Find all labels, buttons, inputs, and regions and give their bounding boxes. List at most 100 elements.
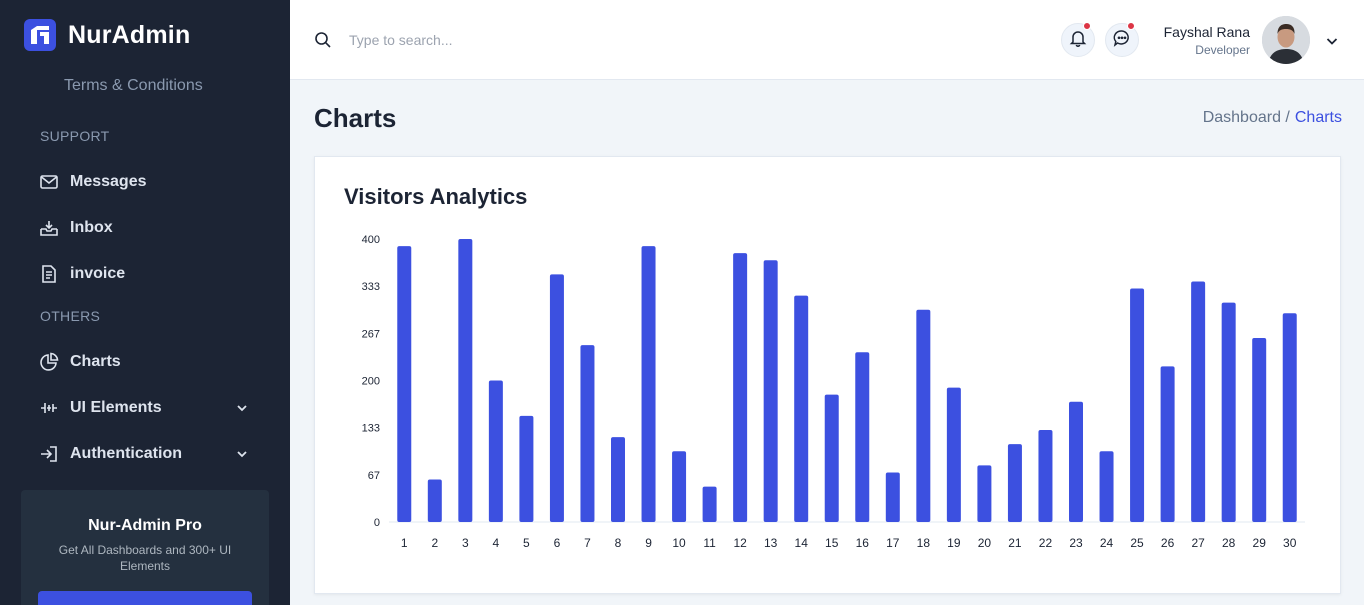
x-tick-label: 18: [917, 536, 931, 550]
y-tick-label: 400: [362, 234, 380, 246]
x-tick-label: 21: [1008, 536, 1022, 550]
chart-bar[interactable]: [1252, 338, 1267, 522]
breadcrumb-current: Charts: [1294, 109, 1342, 126]
x-tick-label: 2: [431, 536, 438, 550]
x-tick-label: 14: [795, 536, 809, 550]
sidebar-item-label: Messages: [70, 173, 147, 190]
chart-bar[interactable]: [397, 246, 412, 522]
chart-bar[interactable]: [855, 352, 870, 522]
x-tick-label: 4: [493, 536, 500, 550]
promo-description: Get All Dashboards and 300+ UI Elements: [58, 543, 232, 573]
notification-dot: [1083, 22, 1091, 30]
x-tick-label: 17: [886, 536, 900, 550]
sidebar-item-messages[interactable]: Messages: [38, 167, 252, 197]
x-tick-label: 29: [1253, 536, 1267, 550]
bell-icon: [1069, 29, 1087, 52]
x-tick-label: 20: [978, 536, 992, 550]
y-tick-label: 133: [362, 423, 380, 435]
chevron-down-icon[interactable]: [236, 401, 248, 419]
brand[interactable]: NurAdmin: [24, 19, 190, 51]
sidebar: NurAdmin Terms & Conditions SUPPORT Mess…: [0, 0, 290, 605]
user-name[interactable]: Fayshal Rana: [1163, 24, 1250, 40]
chart-bar[interactable]: [611, 437, 625, 522]
x-tick-label: 28: [1222, 536, 1236, 550]
sidebar-item-ui-elements[interactable]: UI Elements: [38, 393, 252, 423]
sidebar-link-terms[interactable]: Terms & Conditions: [64, 77, 203, 94]
chart-bar[interactable]: [1099, 451, 1114, 522]
y-tick-label: 200: [362, 376, 380, 388]
chart-bar[interactable]: [519, 415, 534, 522]
x-tick-label: 10: [672, 536, 686, 550]
chart-bar[interactable]: [733, 253, 748, 522]
x-tick-label: 24: [1100, 536, 1114, 550]
section-title-others: OTHERS: [40, 308, 101, 324]
sidebar-item-label: UI Elements: [70, 399, 162, 416]
chart-bar[interactable]: [672, 451, 687, 522]
x-tick-label: 6: [554, 536, 561, 550]
chart-bar[interactable]: [763, 260, 778, 522]
y-tick-label: 333: [362, 281, 380, 293]
x-tick-label: 11: [703, 536, 716, 550]
x-tick-label: 8: [615, 536, 622, 550]
messages-button[interactable]: [1105, 22, 1139, 57]
chart-bar[interactable]: [702, 486, 717, 522]
chart-bar[interactable]: [641, 246, 656, 522]
x-tick-label: 19: [947, 536, 961, 550]
x-tick-label: 12: [733, 536, 747, 550]
x-tick-label: 15: [825, 536, 839, 550]
chart-bar[interactable]: [549, 274, 564, 522]
sidebar-item-invoice[interactable]: invoice: [38, 259, 252, 289]
avatar[interactable]: [1262, 16, 1310, 64]
chevron-down-icon[interactable]: [236, 447, 248, 465]
chart-bar[interactable]: [946, 387, 961, 522]
x-tick-label: 22: [1039, 536, 1053, 550]
promo-card: Nur-Admin Pro Get All Dashboards and 300…: [21, 490, 269, 605]
notifications-button[interactable]: [1061, 22, 1095, 57]
chart-bar[interactable]: [1282, 313, 1297, 522]
chart-bar[interactable]: [824, 394, 839, 522]
x-tick-label: 27: [1191, 536, 1205, 550]
promo-button[interactable]: [38, 591, 252, 605]
x-tick-label: 3: [462, 536, 469, 550]
chart-bar[interactable]: [458, 239, 473, 522]
sidebar-item-authentication[interactable]: Authentication: [38, 439, 252, 469]
search-icon[interactable]: [314, 31, 332, 54]
chevron-down-icon[interactable]: [1325, 34, 1339, 53]
chart-bar[interactable]: [1130, 288, 1145, 522]
chart-bar[interactable]: [1221, 302, 1236, 522]
breadcrumb-link-dashboard[interactable]: Dashboard /: [1202, 109, 1290, 126]
inbox-icon: [38, 218, 59, 239]
sign-in-icon: [38, 444, 59, 465]
visitors-analytics-card: Visitors Analytics 0 67 133 200 267 333 400 1 2 3…: [314, 156, 1341, 594]
chart-bar[interactable]: [580, 345, 595, 522]
chart-bar[interactable]: [1191, 281, 1206, 522]
brand-name: NurAdmin: [68, 20, 191, 49]
chart-bar[interactable]: [1007, 444, 1022, 522]
card-title: Visitors Analytics: [344, 184, 528, 209]
chart-bar[interactable]: [885, 472, 900, 522]
sidebar-item-inbox[interactable]: Inbox: [38, 213, 252, 243]
section-title-support: SUPPORT: [40, 128, 110, 144]
message-dot: [1127, 22, 1135, 30]
promo-title: Nur-Admin Pro: [88, 517, 202, 534]
chart-bar[interactable]: [1160, 366, 1175, 522]
chart-bar[interactable]: [794, 295, 809, 522]
chat-icon: [1113, 29, 1131, 52]
chart-bar[interactable]: [488, 380, 503, 523]
top-header: Fayshal Rana Developer: [290, 0, 1364, 80]
chart-bar[interactable]: [1038, 430, 1053, 522]
chart-bar[interactable]: [916, 309, 931, 522]
chart-bar[interactable]: [427, 479, 442, 522]
x-tick-label: 30: [1283, 536, 1297, 550]
y-tick-label: 0: [374, 517, 380, 529]
chart-bar[interactable]: [977, 465, 992, 522]
sidebar-item-charts[interactable]: Charts: [38, 347, 252, 377]
sidebar-item-label: Inbox: [70, 219, 113, 236]
user-role: Developer: [1195, 43, 1250, 57]
chart-bar[interactable]: [1069, 401, 1083, 522]
search-input[interactable]: [349, 28, 649, 52]
x-tick-label: 5: [523, 536, 530, 550]
invoice-icon: [38, 264, 59, 285]
sidebar-item-label: Charts: [70, 353, 121, 370]
